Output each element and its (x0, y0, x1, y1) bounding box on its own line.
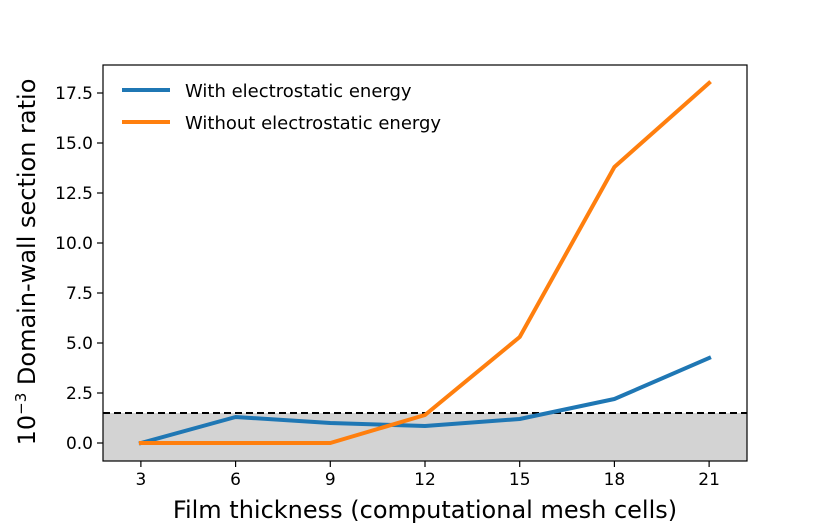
y-tick-label: 7.5 (66, 284, 93, 304)
x-tick-label: 9 (325, 470, 336, 490)
legend-label-without-electrostatic: Without electrostatic energy (185, 113, 441, 134)
y-tick-label: 2.5 (66, 384, 93, 404)
series-line-0 (138, 355, 712, 446)
x-tick-label: 15 (509, 470, 531, 490)
ticks-layer: 3 6 9 12 15 18 21 0.0 2.5 5.0 7.5 10.0 12.5 15.0 17.5 (55, 84, 720, 490)
y-axis-title-exponent: −3 (12, 393, 30, 415)
y-tick-label: 10.0 (55, 234, 93, 254)
legend: With electrostatic energy Without electr… (122, 81, 441, 134)
legend-label-with-electrostatic: With electrostatic energy (185, 81, 412, 102)
shaded-region (103, 413, 747, 461)
plot-background (103, 412, 747, 461)
y-axis-title-text: Domain-wall section ratio (13, 79, 41, 386)
y-tick-label: 0.0 (66, 434, 93, 454)
series-line-1 (138, 80, 712, 445)
x-axis-title: Film thickness (computational mesh cells… (173, 496, 677, 524)
y-tick-label: 12.5 (55, 184, 93, 204)
y-tick-label: 5.0 (66, 334, 93, 354)
x-tick-label: 12 (414, 470, 436, 490)
x-tick-label: 18 (604, 470, 626, 490)
x-tick-label: 21 (698, 470, 720, 490)
series-layer (138, 80, 712, 446)
y-tick-label: 15.0 (55, 134, 93, 154)
y-tick-label: 17.5 (55, 84, 93, 104)
y-axis-title-base: 10 (13, 415, 41, 446)
y-axis-title: 10−3 Domain-wall section ratio (12, 79, 41, 446)
x-tick-label: 3 (135, 470, 146, 490)
x-tick-label: 6 (230, 470, 241, 490)
